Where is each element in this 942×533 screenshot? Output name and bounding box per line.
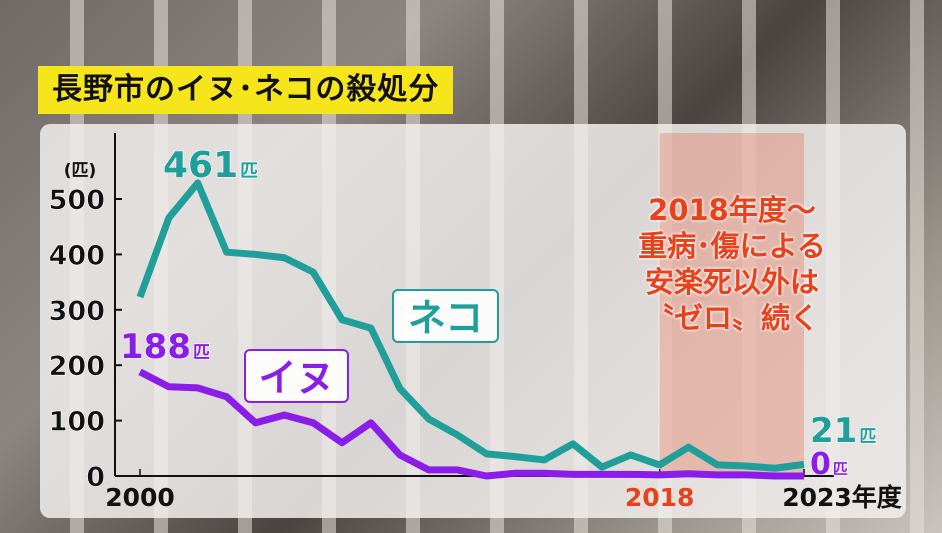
y-tick-label: 100: [49, 407, 105, 438]
x-tick-label: 2023年度: [782, 483, 902, 512]
value-label-cat: 21 匹: [810, 411, 876, 451]
annotation-2018: 2018年度～ 重病･傷による 安楽死以外は 〝ゼロ〟続く: [612, 192, 852, 336]
highlight-region: [659, 133, 804, 476]
annotation-line: 2018年度～: [648, 193, 816, 227]
y-tick-label: 500: [49, 185, 105, 216]
annotation-line: 重病･傷による: [638, 229, 826, 263]
annotation-line: 安楽死以外は: [644, 265, 819, 299]
series-line-cat: [136, 179, 805, 472]
legend-label-dog: イヌ: [258, 356, 334, 400]
value-label-cat: 461 匹: [163, 145, 258, 186]
y-tick-label: 300: [49, 296, 105, 327]
legend-box-dog: [244, 349, 349, 403]
y-axis-unit: (匹): [64, 161, 97, 181]
y-tick-label: 0: [86, 462, 105, 493]
legend-label-cat: ネコ: [408, 296, 483, 340]
chart-title: 長野市のイヌ･ネコの殺処分: [38, 66, 454, 114]
value-label-dog: 188 匹: [120, 327, 210, 367]
y-tick-label: 200: [49, 351, 105, 382]
legend-box-cat: [392, 289, 499, 343]
annotation-line: 〝ゼロ〟続く: [644, 301, 819, 335]
y-tick-label: 400: [49, 240, 105, 271]
x-tick-label: 2018: [625, 483, 695, 512]
x-tick-label: 2000: [105, 483, 175, 512]
series-line-dog: [138, 368, 804, 480]
